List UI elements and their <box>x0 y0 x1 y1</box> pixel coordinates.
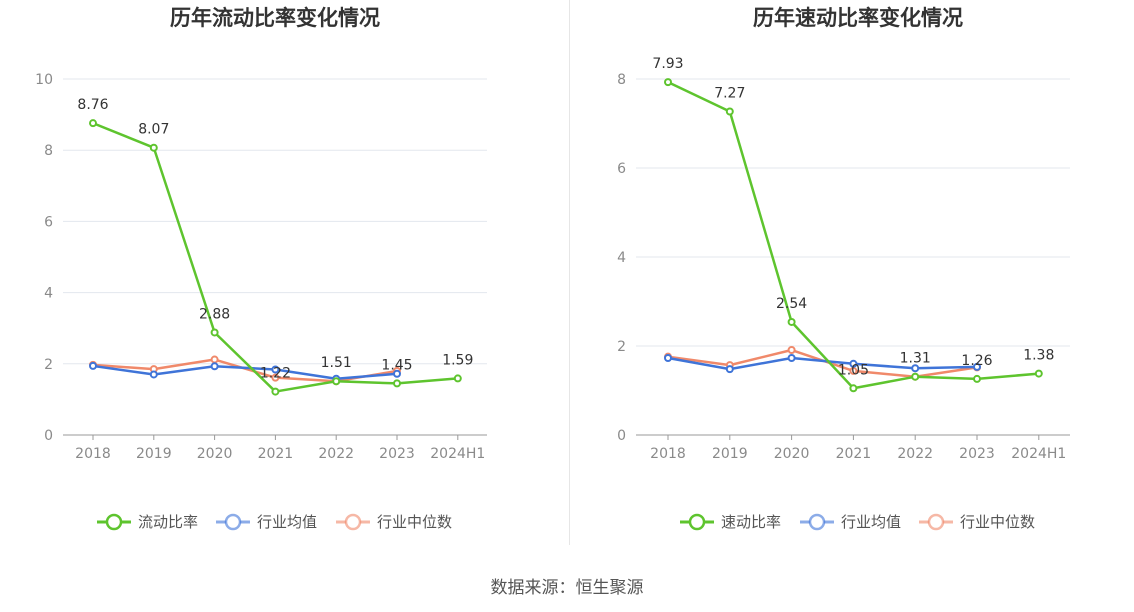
current-ratio-x-tick-label: 2019 <box>136 446 172 462</box>
quick-ratio-x-tick-label: 2022 <box>897 446 933 462</box>
quick-ratio-average-point[interactable] <box>725 365 734 374</box>
quick-ratio-average-point[interactable] <box>849 359 858 368</box>
current-ratio-y-tick-label: 6 <box>44 214 53 230</box>
quick-ratio-legend-average-label[interactable]: 行业均值 <box>841 513 901 531</box>
current-ratio-legend-average-marker[interactable] <box>224 513 242 531</box>
current-ratio-legend-average-label[interactable]: 行业均值 <box>257 513 317 531</box>
quick-ratio-data-label: 7.27 <box>714 85 745 101</box>
quick-ratio-data-label: 1.05 <box>838 362 869 378</box>
quick-ratio-data-label: 1.38 <box>1023 348 1054 364</box>
quick-ratio-legend-primary-marker[interactable] <box>688 513 706 531</box>
current-ratio-data-label: 1.45 <box>381 357 412 373</box>
current-ratio-x-tick-label: 2021 <box>258 446 294 462</box>
current-ratio-primary-point[interactable] <box>149 143 158 152</box>
current-ratio-data-label: 2.88 <box>199 306 230 322</box>
quick-ratio-x-tick-label: 2024H1 <box>1011 446 1066 462</box>
quick-ratio-data-label: 1.26 <box>961 353 992 369</box>
quick-ratio-legend-primary-label[interactable]: 速动比率 <box>721 513 781 531</box>
quick-ratio-data-label: 2.54 <box>776 296 807 312</box>
current-ratio-average-point[interactable] <box>393 369 401 378</box>
current-ratio-primary-point[interactable] <box>453 374 462 383</box>
quick-ratio-primary-line <box>667 80 1039 390</box>
quick-ratio-y-tick-label: 4 <box>617 250 626 266</box>
current-ratio-y-tick-label: 2 <box>44 357 53 373</box>
quick-ratio-y-tick-label: 2 <box>617 339 626 355</box>
current-ratio-legend-median-label[interactable]: 行业中位数 <box>377 513 452 531</box>
quick-ratio-average-point[interactable] <box>787 354 796 363</box>
current-ratio-average-point[interactable] <box>271 365 280 374</box>
current-ratio-y-tick-label: 8 <box>44 143 53 159</box>
current-ratio-median-point[interactable] <box>271 373 280 382</box>
quick-ratio-median-point[interactable] <box>849 366 858 375</box>
chart-title-quick-ratio: 历年速动比率变化情况 <box>753 6 963 30</box>
current-ratio-y-tick-label: 0 <box>44 428 53 444</box>
current-ratio-primary-point[interactable] <box>210 328 219 337</box>
current-ratio-data-label: 1.59 <box>442 352 473 368</box>
current-ratio-average-point[interactable] <box>149 370 158 379</box>
quick-ratio-data-label: 1.31 <box>900 351 931 367</box>
current-ratio-data-label: 1.51 <box>321 355 352 371</box>
data-source-note: 数据来源：恒生聚源 <box>490 578 644 598</box>
current-ratio-x-tick-label: 2022 <box>318 446 354 462</box>
current-ratio-data-label: 8.76 <box>77 97 108 113</box>
quick-ratio-primary-point[interactable] <box>973 374 981 383</box>
quick-ratio-data-label: 7.93 <box>652 56 683 72</box>
quick-ratio-average-point[interactable] <box>664 354 672 363</box>
quick-ratio-average-point[interactable] <box>911 364 920 373</box>
quick-ratio-y-tick-label: 0 <box>617 428 626 444</box>
current-ratio-data-label: 8.07 <box>138 122 169 138</box>
current-ratio-average-point[interactable] <box>89 361 97 370</box>
quick-ratio-legend-median-marker[interactable] <box>927 513 945 531</box>
quick-ratio-primary-point[interactable] <box>849 384 858 393</box>
quick-ratio-x-tick-label: 2020 <box>774 446 810 462</box>
current-ratio-x-tick-label: 2020 <box>197 446 233 462</box>
quick-ratio-legend-average-marker[interactable] <box>808 513 826 531</box>
current-ratio-y-tick-label: 10 <box>35 72 53 88</box>
current-ratio-legend-median-marker[interactable] <box>344 513 362 531</box>
quick-ratio-primary-point[interactable] <box>787 317 796 326</box>
quick-ratio-average-point[interactable] <box>973 362 981 371</box>
current-ratio-data-label: 1.22 <box>260 366 291 382</box>
current-ratio-y-tick-label: 4 <box>44 286 53 302</box>
current-ratio-x-tick-label: 2018 <box>75 446 111 462</box>
quick-ratio-x-tick-label: 2018 <box>650 446 686 462</box>
quick-ratio-y-tick-label: 8 <box>617 72 626 88</box>
current-ratio-legend-primary-label[interactable]: 流动比率 <box>138 513 198 531</box>
panel-divider <box>569 0 570 545</box>
quick-ratio-x-tick-label: 2019 <box>712 446 748 462</box>
current-ratio-x-tick-label: 2023 <box>379 446 415 462</box>
current-ratio-average-line <box>92 364 398 381</box>
current-ratio-primary-point[interactable] <box>89 119 97 128</box>
chart-title-current-ratio: 历年流动比率变化情况 <box>170 6 380 30</box>
quick-ratio-x-tick-label: 2023 <box>959 446 995 462</box>
current-ratio-legend-primary-marker[interactable] <box>105 513 123 531</box>
quick-ratio-x-tick-label: 2021 <box>836 446 872 462</box>
current-ratio-primary-point[interactable] <box>332 377 341 386</box>
quick-ratio-average-line <box>667 356 978 371</box>
current-ratio-primary-line <box>92 121 458 393</box>
quick-ratio-primary-point[interactable] <box>1034 369 1043 378</box>
current-ratio-average-point[interactable] <box>210 362 219 371</box>
quick-ratio-primary-point[interactable] <box>911 372 920 381</box>
quick-ratio-primary-point[interactable] <box>725 107 734 116</box>
quick-ratio-median-point[interactable] <box>787 346 796 355</box>
quick-ratio-primary-point[interactable] <box>664 78 672 87</box>
current-ratio-median-point[interactable] <box>210 355 219 364</box>
quick-ratio-legend-median-label[interactable]: 行业中位数 <box>960 513 1035 531</box>
current-ratio-x-tick-label: 2024H1 <box>430 446 485 462</box>
current-ratio-primary-point[interactable] <box>271 387 280 396</box>
quick-ratio-y-tick-label: 6 <box>617 161 626 177</box>
current-ratio-primary-point[interactable] <box>393 379 401 388</box>
